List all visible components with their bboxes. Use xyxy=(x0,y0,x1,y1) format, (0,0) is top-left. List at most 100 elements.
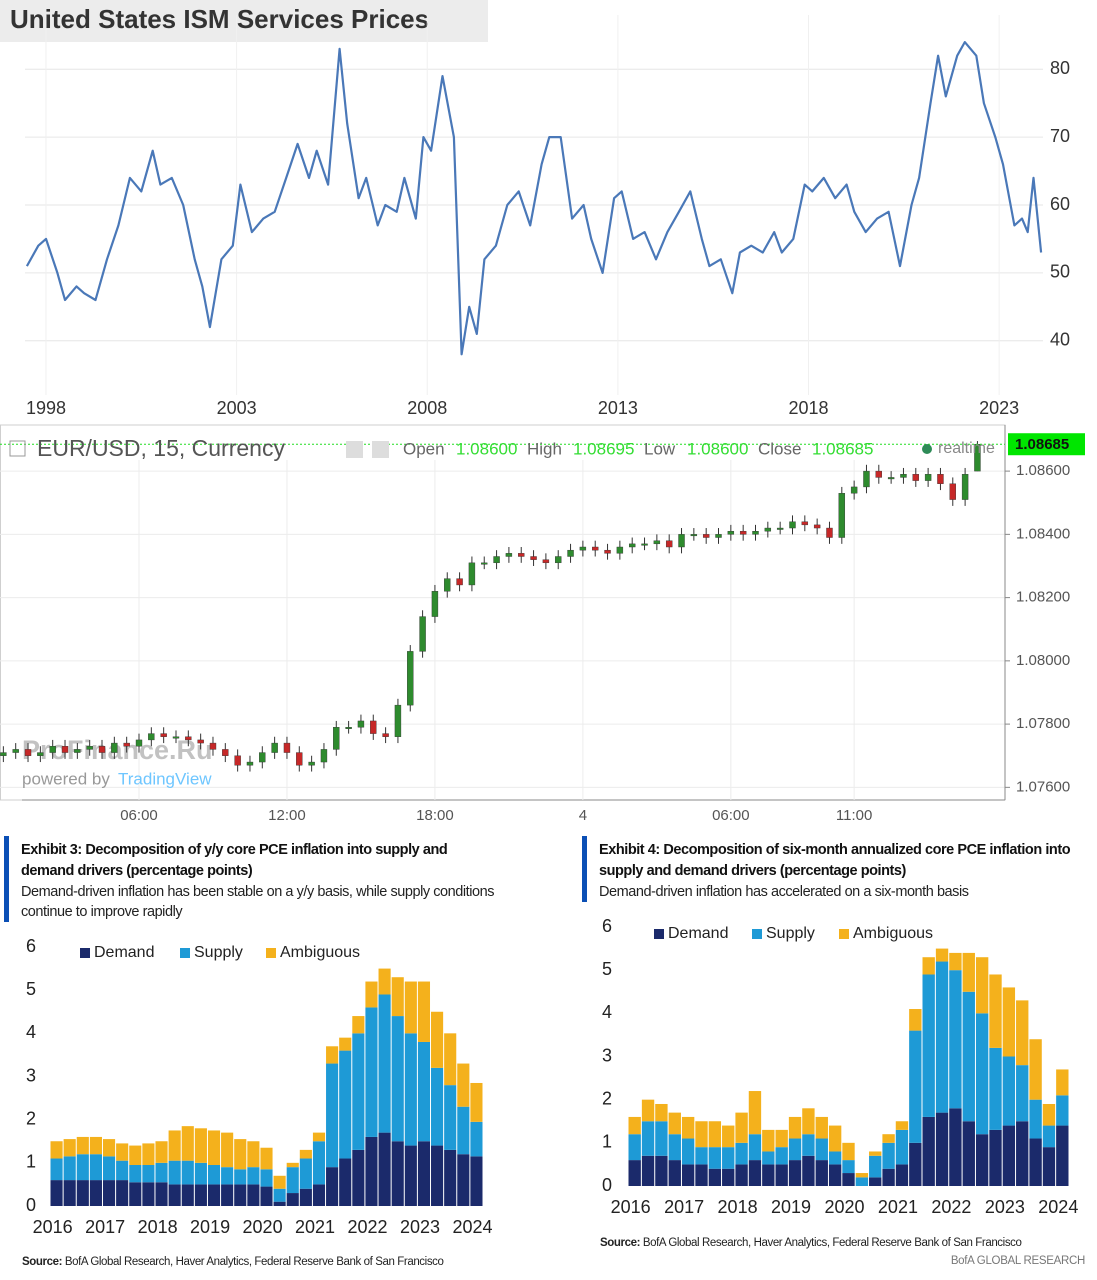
y-tick-label: 0 xyxy=(26,1195,36,1215)
legend-swatch xyxy=(266,948,276,958)
bar-segment xyxy=(50,1158,63,1181)
candle-body xyxy=(98,746,106,753)
candle-body xyxy=(653,540,661,545)
candle-body xyxy=(296,752,303,766)
bar-segment xyxy=(882,1134,895,1143)
title-background xyxy=(0,0,488,42)
bar-segment xyxy=(89,1154,102,1181)
bar-segment xyxy=(234,1184,247,1206)
candle-body xyxy=(949,483,956,500)
exhibit-marker xyxy=(4,836,9,922)
candle-body xyxy=(160,733,167,737)
bar-segment xyxy=(668,1112,681,1135)
candle-body xyxy=(863,470,870,488)
bar-segment xyxy=(788,1160,802,1186)
bar-segment xyxy=(695,1164,708,1186)
bar-segment xyxy=(155,1162,168,1183)
legend-swatch xyxy=(80,948,90,958)
bar-segment xyxy=(417,981,431,1042)
bar-segment xyxy=(1056,1125,1069,1186)
y-tick-label: 4 xyxy=(26,1022,36,1042)
x-tick-label: 2008 xyxy=(407,398,447,418)
x-tick-label: 2024 xyxy=(452,1217,492,1237)
candle-body xyxy=(456,578,463,586)
candle-body xyxy=(148,733,155,741)
x-tick-label: 11:00 xyxy=(836,807,872,824)
bar-segment xyxy=(339,1037,352,1051)
candle-body xyxy=(776,527,784,530)
bar-segment xyxy=(299,1188,312,1206)
bar-segment xyxy=(855,1177,869,1186)
source-note: Source: BofA Global Research, Haver Anal… xyxy=(600,1237,1022,1249)
bar-segment xyxy=(922,1116,935,1186)
bar-segment xyxy=(339,1158,352,1206)
bar-segment xyxy=(775,1164,788,1186)
candle-body xyxy=(222,749,229,756)
bar-segment xyxy=(365,1136,378,1206)
bar-segment xyxy=(735,1142,748,1165)
legend-label: Supply xyxy=(766,925,815,942)
x-tick-label: 2020 xyxy=(824,1197,864,1217)
y-tick-label: 1.08000 xyxy=(1016,652,1070,669)
bar-segment xyxy=(668,1160,681,1186)
candle-body xyxy=(739,530,747,535)
bar-segment xyxy=(895,1129,909,1165)
bar-segment xyxy=(378,968,391,995)
candle-body xyxy=(24,749,32,756)
legend-swatch xyxy=(654,929,664,939)
x-tick-label: 2020 xyxy=(243,1217,283,1237)
candle-body xyxy=(702,534,710,538)
bar-segment xyxy=(431,1145,444,1206)
candle-body xyxy=(308,761,315,766)
bar-segment xyxy=(129,1164,142,1183)
chart-title: United States ISM Services Prices xyxy=(10,4,429,34)
candle-body xyxy=(579,546,587,551)
bar-segment xyxy=(775,1147,788,1165)
bar-segment xyxy=(668,1134,681,1161)
bar-segment xyxy=(168,1130,181,1161)
bar-segment xyxy=(326,1167,339,1206)
bar-segment xyxy=(404,981,417,1034)
candle-body xyxy=(493,556,500,564)
bar-segment xyxy=(444,1149,457,1206)
bar-segment xyxy=(1002,1056,1016,1126)
candle-body xyxy=(419,616,426,652)
candle-body xyxy=(271,742,278,753)
x-tick-label: 2023 xyxy=(400,1217,440,1237)
bar-segment xyxy=(828,1125,842,1152)
exhibit-title: Exhibit 4: Decomposition of six-month an… xyxy=(599,842,1071,879)
candle-body xyxy=(924,474,932,481)
candle-body xyxy=(259,752,266,763)
bar-segment xyxy=(1042,1147,1056,1186)
bar-segment xyxy=(882,1142,895,1169)
last-price-label: 1.08685 xyxy=(1015,436,1069,453)
y-tick-label: 1.08600 xyxy=(1016,462,1070,479)
bar-segment xyxy=(735,1112,748,1143)
bar-segment xyxy=(50,1180,63,1206)
y-tick-label: 1.08200 xyxy=(1016,589,1070,606)
bar-segment xyxy=(194,1162,207,1185)
bar-segment xyxy=(1002,987,1016,1057)
x-tick-label: 1998 xyxy=(26,398,66,418)
candle-body xyxy=(900,474,907,478)
bar-segment xyxy=(962,1121,975,1186)
candle-body xyxy=(468,562,476,586)
bar-segment xyxy=(748,1160,762,1186)
x-tick-label: 2016 xyxy=(611,1197,651,1217)
bar-segment xyxy=(194,1128,207,1163)
watermark-provider: TradingView xyxy=(118,769,212,788)
bar-segment xyxy=(142,1164,155,1183)
ohlc-name: Open xyxy=(403,439,445,458)
bar-segment xyxy=(339,1050,352,1159)
bar-segment xyxy=(962,952,975,992)
bar-segment xyxy=(708,1147,722,1169)
candle-body xyxy=(838,493,846,538)
candle-body xyxy=(690,534,698,537)
bar-segment xyxy=(326,1046,339,1064)
x-tick-label: 2023 xyxy=(985,1197,1025,1217)
bar-segment xyxy=(116,1160,129,1181)
bar-segment xyxy=(234,1169,247,1185)
candle-body xyxy=(616,546,624,554)
bar-segment xyxy=(404,1145,417,1206)
bar-segment xyxy=(457,1106,470,1155)
